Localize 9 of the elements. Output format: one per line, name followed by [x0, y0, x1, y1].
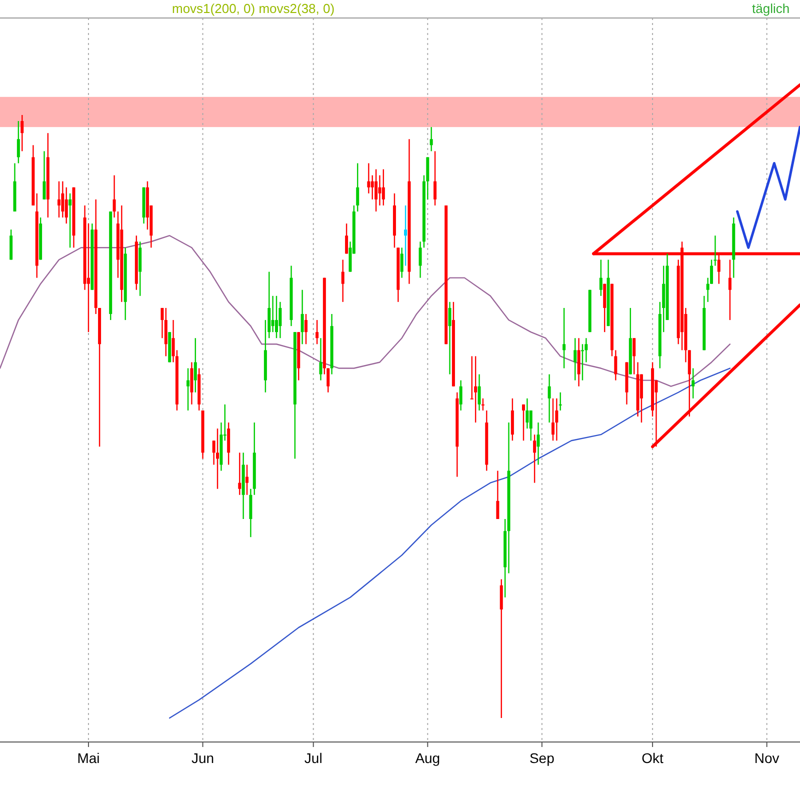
x-tick-label: Mai	[77, 750, 100, 766]
x-tick-label: Nov	[754, 750, 780, 766]
x-tick-label: Jul	[304, 750, 322, 766]
text: täglich	[752, 1, 790, 16]
text: movs1(200, 0) movs2(38, 0)	[172, 1, 335, 16]
x-tick-label: Aug	[415, 750, 440, 766]
x-tick-label: Sep	[529, 750, 555, 766]
x-tick-label: Jun	[191, 750, 214, 766]
x-tick-label: Okt	[642, 750, 664, 766]
